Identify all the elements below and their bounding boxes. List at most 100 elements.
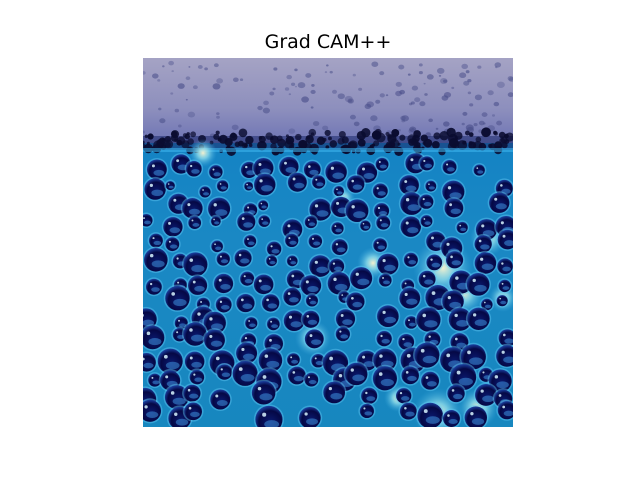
droplet-body <box>421 371 440 390</box>
droplet-reflection <box>449 192 462 199</box>
top-speck <box>401 119 406 123</box>
droplet-highlight <box>314 260 318 264</box>
droplet-highlight <box>449 203 453 207</box>
droplet-body <box>304 216 317 229</box>
top-speck <box>187 111 196 118</box>
droplet-highlight <box>241 217 245 220</box>
top-speck <box>467 91 472 95</box>
droplet-highlight <box>219 255 222 258</box>
droplet-body <box>204 329 225 351</box>
droplet-highlight <box>405 198 410 202</box>
droplet-body <box>350 267 373 290</box>
droplet-highlight <box>307 219 310 221</box>
droplet-reflection <box>189 393 199 399</box>
droplet <box>307 197 333 223</box>
droplet <box>372 201 391 220</box>
droplet-body <box>419 194 434 209</box>
droplet-highlight <box>420 348 425 353</box>
top-speck <box>325 64 329 67</box>
droplet-reflection <box>364 411 373 416</box>
droplet-reflection <box>458 377 473 386</box>
top-speck <box>143 130 145 134</box>
droplet-highlight <box>454 313 458 318</box>
droplet-reflection <box>381 338 390 344</box>
droplet-reflection <box>504 240 513 246</box>
droplet-body <box>372 366 397 391</box>
droplet-highlight <box>355 272 359 276</box>
top-speck <box>385 94 389 97</box>
droplet-highlight <box>292 177 296 181</box>
top-speck <box>435 127 439 130</box>
droplet <box>202 328 227 352</box>
droplet <box>277 155 301 178</box>
droplet-reflection <box>424 279 434 285</box>
waterline-bubble <box>215 130 220 135</box>
droplet-reflection <box>477 170 484 174</box>
droplet <box>215 250 232 268</box>
droplet-body <box>419 156 434 171</box>
figure-title: Grad CAM++ <box>264 31 392 53</box>
droplet-highlight <box>193 373 196 376</box>
droplet-highlight <box>482 371 485 374</box>
droplet-reflection <box>177 164 189 171</box>
droplet-highlight <box>259 179 263 183</box>
waterline-bubble <box>285 134 289 138</box>
droplet-highlight <box>338 373 343 378</box>
droplet <box>299 273 323 298</box>
droplet-body <box>474 235 492 253</box>
droplet-reflection <box>484 304 492 309</box>
droplet <box>231 359 260 388</box>
top-speck <box>347 98 355 104</box>
waterline-bubble <box>295 133 302 141</box>
droplet-reflection <box>352 184 363 190</box>
droplet-highlight <box>287 224 291 228</box>
droplet-reflection <box>177 334 185 339</box>
droplet <box>265 240 283 258</box>
droplet-highlight <box>336 201 340 205</box>
droplet-highlight <box>405 221 409 225</box>
droplet <box>281 286 303 307</box>
droplet-reflection <box>293 375 304 382</box>
droplet-body <box>304 372 319 387</box>
droplet-highlight <box>257 386 262 391</box>
droplet-highlight <box>213 203 217 207</box>
waterline-bubble <box>245 135 254 145</box>
droplet-highlight <box>340 314 344 317</box>
waterline-bubble <box>448 138 459 148</box>
droplet-highlight <box>480 257 484 261</box>
droplet-highlight <box>363 407 366 410</box>
droplet-reflection <box>248 210 256 215</box>
droplet-highlight <box>333 277 337 282</box>
top-speck <box>337 93 345 100</box>
droplet-highlight <box>376 187 379 190</box>
droplet <box>282 308 306 333</box>
droplet-highlight <box>332 262 336 265</box>
droplet-reflection <box>316 210 329 217</box>
droplet-highlight <box>305 280 309 284</box>
droplet-body <box>305 294 318 307</box>
waterline-bubble <box>163 139 174 149</box>
droplet-body <box>210 389 231 410</box>
waterline-bubble <box>371 143 376 147</box>
droplet-highlight <box>170 391 175 395</box>
waterline-bubble <box>146 141 150 145</box>
droplet-highlight <box>446 163 449 166</box>
top-speck <box>493 101 500 107</box>
droplet-highlight <box>404 292 408 297</box>
droplet <box>358 402 376 420</box>
droplet-reflection <box>153 240 162 246</box>
droplet-highlight <box>197 312 201 316</box>
waterline-bubble <box>446 127 456 138</box>
droplet-highlight <box>261 218 264 220</box>
droplet-body <box>345 199 369 223</box>
droplet <box>182 400 204 422</box>
droplet-highlight <box>330 166 334 170</box>
droplet <box>394 386 413 405</box>
top-speck <box>507 92 513 98</box>
droplet <box>161 215 185 238</box>
top-speck <box>157 79 161 82</box>
waterline-bubble <box>324 129 331 137</box>
droplet-reflection <box>380 378 394 387</box>
waterline-bubble <box>499 137 506 144</box>
droplet-highlight <box>174 412 178 416</box>
